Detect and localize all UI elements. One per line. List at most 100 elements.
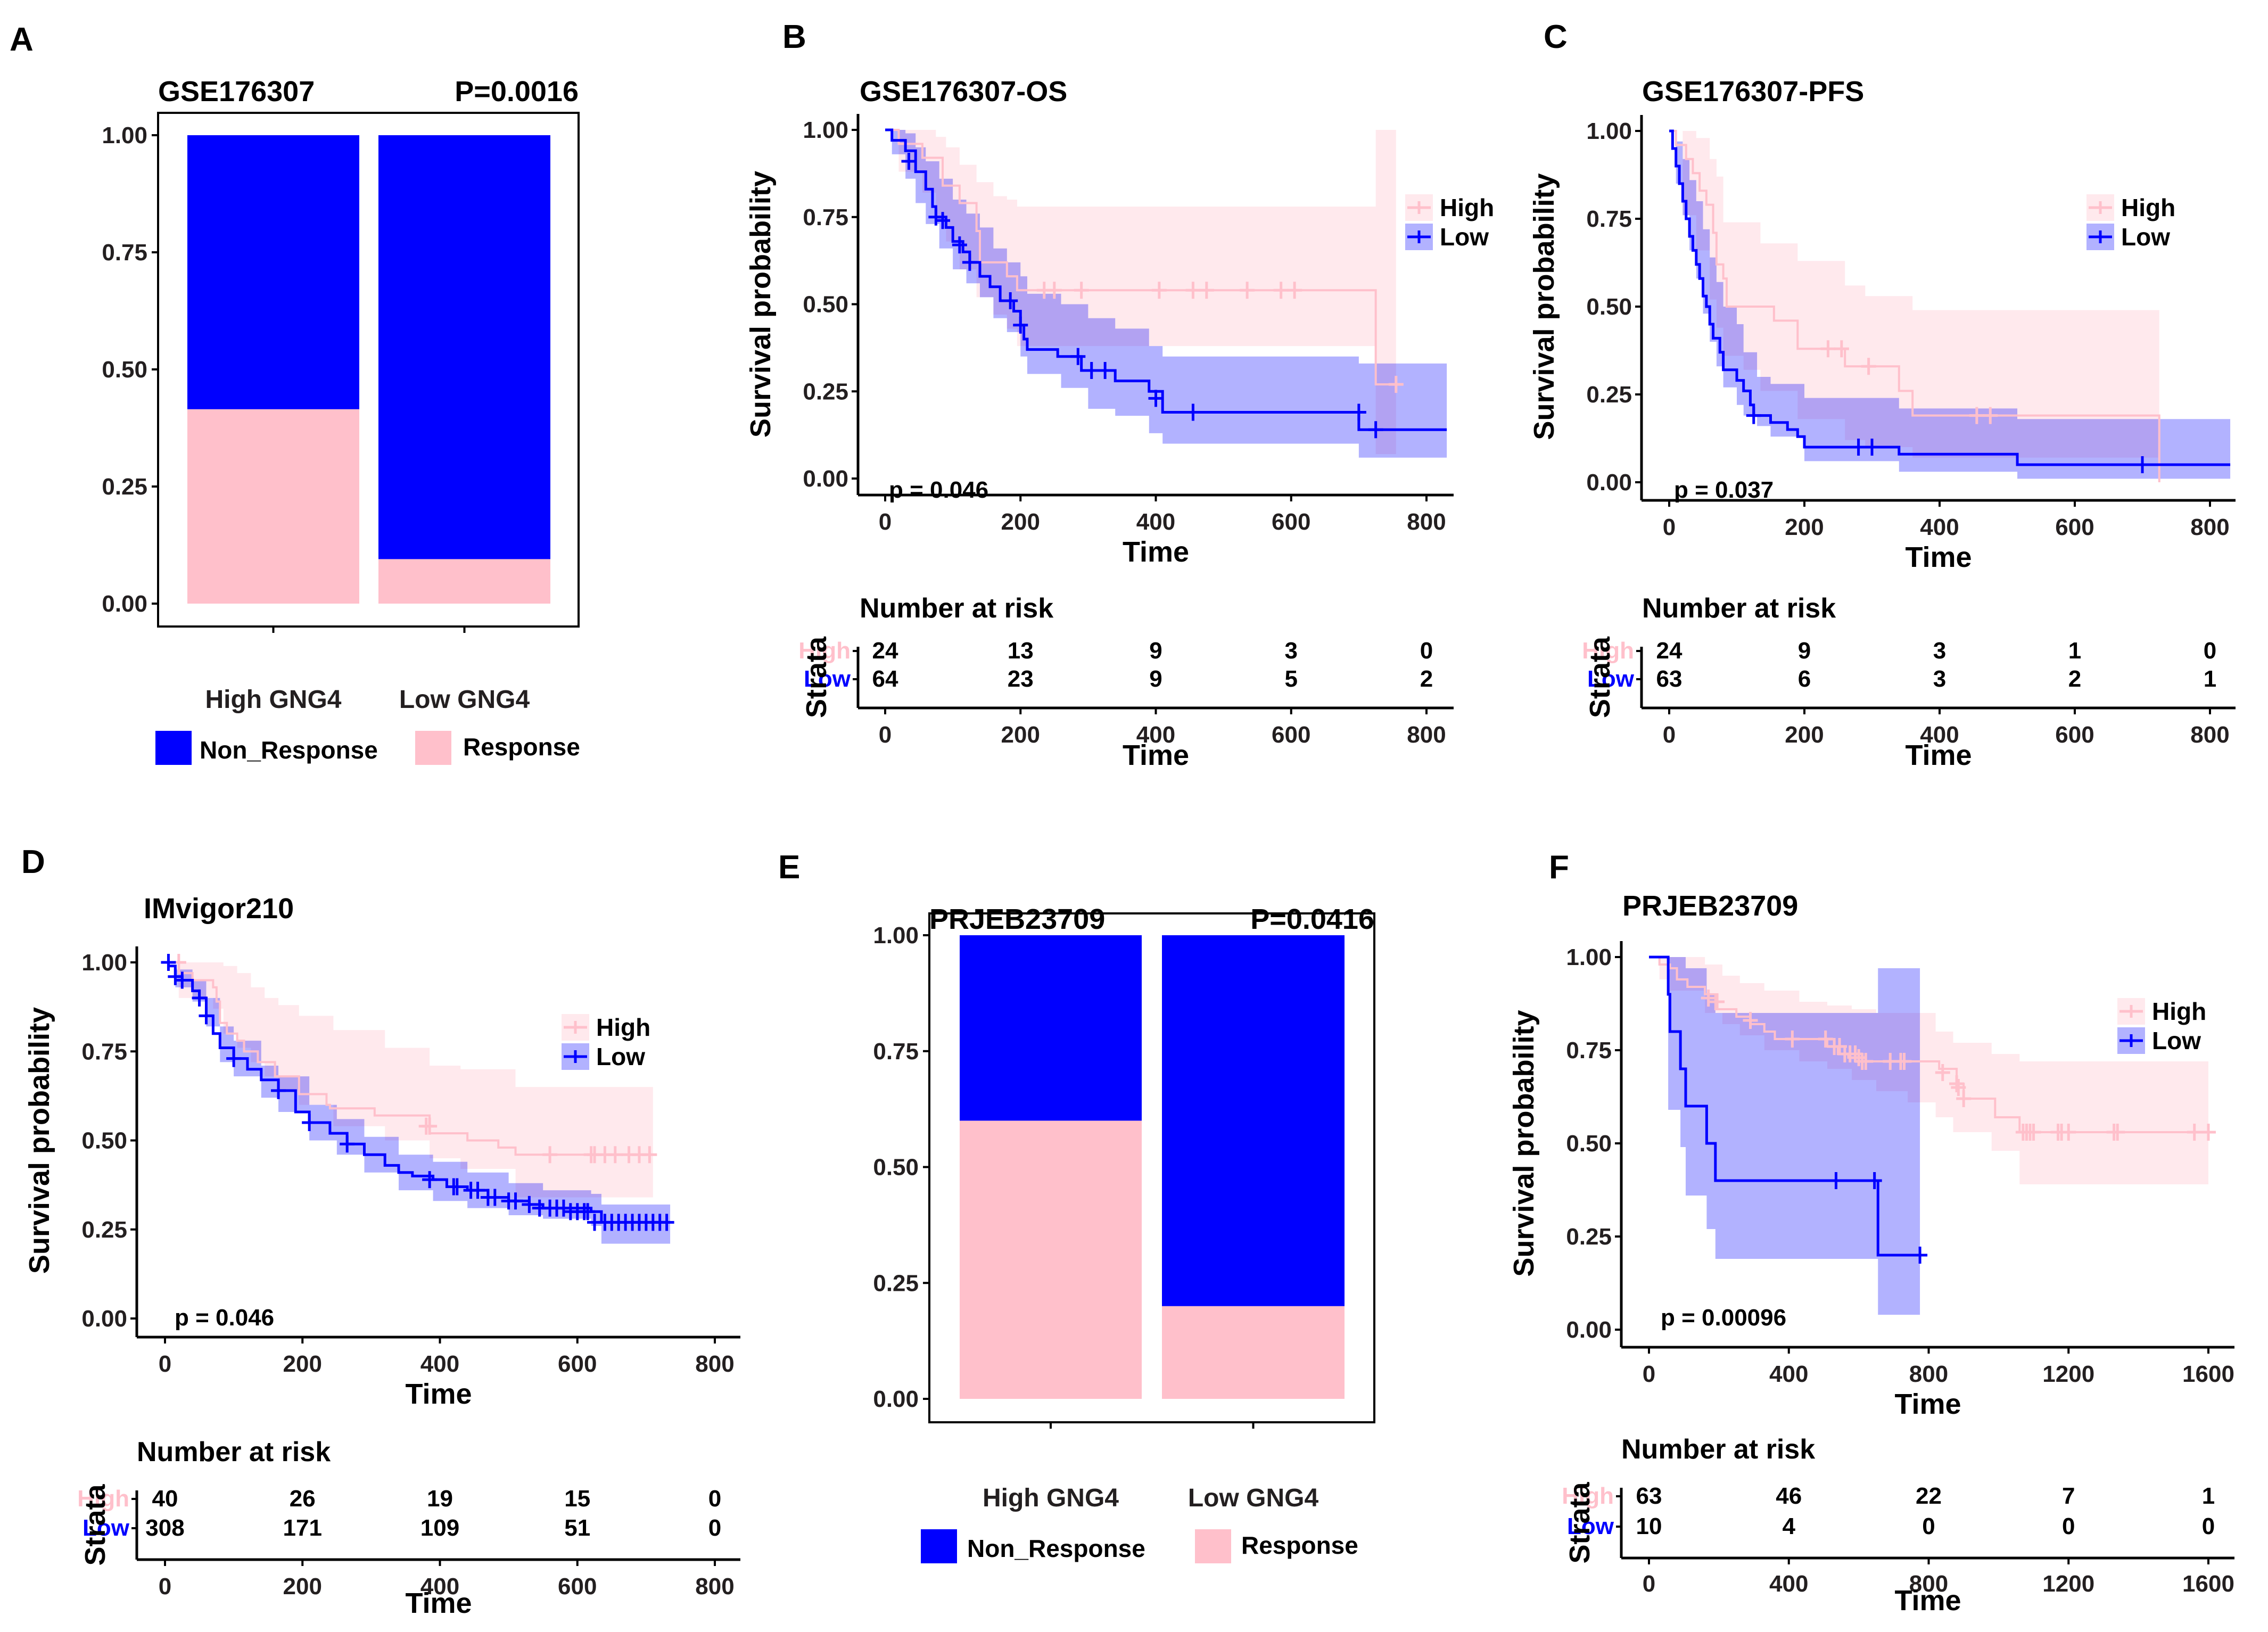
censor-mark-low: [1185, 403, 1201, 421]
censor-mark-low: [192, 989, 207, 1007]
p-value-label: p = 0.00096: [1661, 1305, 1786, 1331]
panel-letter: F: [1549, 849, 1569, 886]
legend-label: Response: [463, 733, 580, 761]
strata-label-high: High: [77, 1486, 129, 1512]
x-tick-label: 800: [1909, 1361, 1948, 1387]
risk-count: 3: [1285, 638, 1298, 664]
risk-x-tick-label: 400: [1769, 1571, 1808, 1597]
legend-label: High: [596, 1013, 650, 1041]
risk-table-title: Number at risk: [860, 593, 1053, 624]
y-tick-label: 0.50: [102, 357, 147, 383]
x-tick-label: 400: [1136, 509, 1175, 535]
panel-letter: E: [778, 849, 800, 886]
censor-mark-low: [1148, 390, 1164, 407]
censor-mark-low: [1828, 1172, 1844, 1189]
y-tick-label: 0.75: [1586, 206, 1632, 232]
x-tick-label: 800: [1407, 509, 1446, 535]
legend-label: Non_Response: [200, 736, 378, 764]
x-tick-label: 200: [1001, 509, 1040, 535]
x-tick-label: 0: [1643, 1361, 1655, 1387]
risk-count: 46: [1776, 1483, 1802, 1509]
censor-mark-low: [1003, 292, 1018, 309]
censor-mark-low: [1746, 407, 1761, 424]
censor-mark-low: [935, 212, 951, 229]
x-tick-label: 600: [2055, 514, 2094, 540]
confidence-ribbon-high: [165, 962, 653, 1198]
x-axis-title: Time: [405, 1378, 472, 1410]
risk-count: 5: [1285, 666, 1298, 692]
censor-mark-high: [1151, 282, 1167, 299]
risk-count: 1: [2204, 666, 2216, 692]
risk-count: 3: [1933, 638, 1946, 664]
risk-count: 1: [2068, 638, 2081, 664]
x-axis-title: Time: [1894, 1388, 1961, 1420]
p-value-label: P=0.0016: [455, 76, 579, 108]
risk-x-tick-label: 200: [1785, 722, 1824, 748]
risk-count: 26: [290, 1486, 316, 1512]
risk-count: 7: [2062, 1483, 2075, 1509]
risk-x-tick-label: 600: [1272, 722, 1310, 748]
risk-count: 63: [1656, 666, 1683, 692]
y-tick-label: 0.50: [803, 292, 848, 318]
risk-x-tick-label: 800: [2190, 722, 2229, 748]
censor-mark-high: [422, 1117, 438, 1135]
risk-count: 0: [2202, 1513, 2215, 1539]
censor-mark-high: [1199, 282, 1214, 299]
risk-x-tick-label: 0: [1663, 722, 1676, 748]
risk-x-axis-title: Time: [1894, 1585, 1961, 1617]
x-tick-label: Low GNG4: [1188, 1484, 1319, 1512]
risk-x-tick-label: 0: [1643, 1571, 1655, 1597]
risk-y-axis-title: Strata: [1564, 1482, 1596, 1564]
risk-x-axis-title: Time: [405, 1587, 472, 1619]
risk-count: 19: [427, 1486, 453, 1512]
chart-title: PRJEB23709: [929, 903, 1105, 935]
y-axis-title: Survival probability: [23, 1007, 55, 1274]
confidence-ribbon-high: [1669, 131, 2159, 458]
legend-key-response: [1195, 1529, 1231, 1563]
risk-count: 15: [564, 1486, 590, 1512]
legend-label: Low: [2121, 223, 2170, 251]
censor-mark-low: [928, 208, 944, 226]
x-tick-label: 600: [558, 1351, 597, 1377]
bar-response: [378, 559, 550, 604]
censor-mark-high: [1287, 282, 1302, 299]
chart-title: GSE176307-PFS: [1642, 76, 1864, 108]
censor-mark-low: [1851, 439, 1866, 456]
strata-label-low: Low: [83, 1515, 130, 1541]
risk-count: 63: [1636, 1483, 1662, 1509]
legend-key-non-response: [921, 1529, 957, 1563]
censor-mark-high: [1273, 282, 1289, 299]
legend-key-non-response: [155, 731, 192, 765]
legend-symbol-low: [564, 1050, 587, 1063]
y-tick-label: 1.00: [873, 922, 919, 949]
y-tick-label: 1.00: [81, 950, 127, 976]
censor-mark-high: [1743, 1012, 1758, 1029]
risk-count: 51: [564, 1515, 590, 1541]
censor-mark-low: [1912, 1247, 1928, 1264]
y-tick-label: 0.00: [873, 1386, 919, 1412]
risk-count: 23: [1008, 666, 1034, 692]
risk-x-tick-label: 1600: [2182, 1571, 2234, 1597]
chart-title: GSE176307-OS: [860, 76, 1067, 108]
risk-count: 4: [1783, 1513, 1796, 1539]
censor-mark-high: [1818, 1031, 1833, 1048]
x-tick-label: 800: [695, 1351, 734, 1377]
risk-x-tick-label: 1200: [2042, 1571, 2094, 1597]
censor-mark-high: [1834, 340, 1849, 358]
y-axis-title: Survival probability: [1508, 1010, 1540, 1276]
y-tick-label: 0.00: [1566, 1317, 1612, 1343]
p-value-label: p = 0.046: [889, 477, 988, 503]
censor-mark-low: [1084, 361, 1099, 379]
risk-count: 2: [1420, 666, 1433, 692]
risk-count: 3: [1933, 666, 1946, 692]
y-tick-label: 0.50: [81, 1128, 127, 1154]
censor-mark-low: [2135, 456, 2150, 473]
x-tick-label: 0: [879, 509, 892, 535]
strata-label-high: High: [798, 638, 851, 664]
censor-mark-high: [1851, 1049, 1867, 1066]
risk-x-tick-label: 400: [420, 1573, 459, 1600]
legend-key-response: [415, 731, 451, 765]
y-tick-label: 0.50: [1586, 294, 1632, 320]
p-value-label: p = 0.037: [1674, 477, 1774, 503]
